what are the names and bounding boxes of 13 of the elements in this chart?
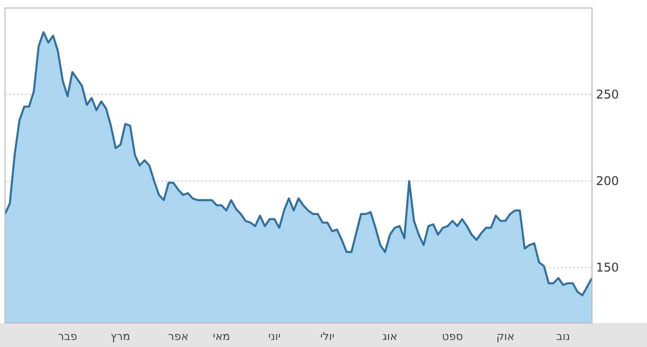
x-tick-label: אוג (382, 330, 398, 343)
x-tick-label: נוב (556, 330, 570, 343)
y-tick-label: 200 (596, 174, 619, 188)
x-tick-label: מרץ (110, 330, 130, 343)
x-tick-label: אפר (168, 330, 188, 343)
y-tick-label: 250 (596, 88, 619, 102)
x-tick-label: ספט (442, 330, 464, 343)
x-tick-label: יוני (268, 330, 281, 343)
x-tick-label: יולי (320, 330, 334, 343)
x-tick-label: מאי (212, 330, 230, 343)
x-tick-label: אוק (496, 330, 514, 343)
x-tick-label: פבר (58, 330, 78, 343)
y-tick-label: 150 (596, 260, 619, 275)
